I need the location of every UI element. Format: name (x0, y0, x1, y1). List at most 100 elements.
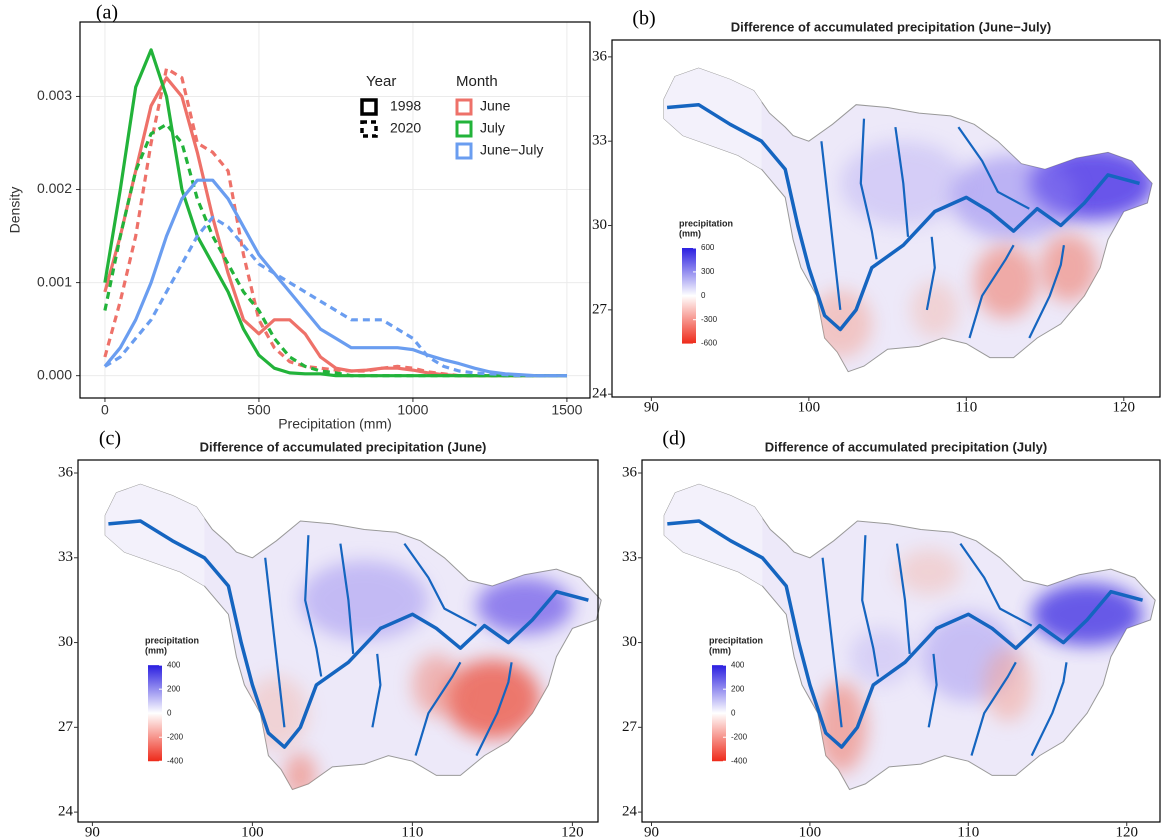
y-tick-label: 30 (58, 634, 73, 650)
y-tick-label: 0.001 (37, 273, 72, 289)
colorbar-label: -200 (167, 732, 184, 741)
river (1028, 245, 1065, 339)
river (894, 126, 910, 237)
x-tick-label: 100 (799, 824, 822, 838)
precip-blob (911, 281, 959, 338)
y-tick-label: 24 (58, 804, 74, 820)
y-tick-label: 24 (592, 386, 608, 402)
map-frame (611, 39, 1161, 398)
colorbar-label: 200 (167, 684, 181, 693)
colorbar-title: precipitation (709, 636, 763, 646)
colorbar-label: -400 (731, 756, 748, 765)
map-frame (77, 459, 599, 823)
river (414, 661, 462, 756)
legend-swatch (455, 98, 473, 116)
map-frame (641, 459, 1161, 823)
river (667, 519, 1144, 749)
colorbar (682, 248, 696, 344)
river (475, 662, 513, 757)
colorbar-label: 0 (731, 708, 736, 717)
precip-blob (816, 682, 867, 773)
precip-blob (984, 648, 1032, 722)
y-tick-label: 27 (592, 301, 608, 317)
panel-label: (b) (632, 8, 655, 30)
panel-label: (c) (99, 428, 121, 450)
y-tick-label: 33 (58, 549, 73, 565)
river (925, 236, 936, 311)
colorbar (148, 665, 162, 762)
colorbar-label: -400 (167, 756, 184, 765)
x-tick-label: 110 (957, 824, 979, 838)
y-tick-label: 33 (592, 133, 607, 149)
colorbar (712, 665, 726, 762)
x-tick-label: 100 (798, 399, 821, 415)
colorbar-label: 600 (701, 243, 715, 252)
river (820, 141, 842, 311)
x-tick-label: 90 (85, 824, 100, 838)
x-tick-label: 90 (644, 824, 659, 838)
x-tick-label: 120 (561, 824, 584, 838)
river (304, 535, 323, 677)
river (861, 535, 880, 677)
basin (663, 483, 1156, 791)
colorbar-title: (mm) (145, 646, 167, 656)
colorbar-label: 400 (731, 660, 745, 669)
density-line (103, 178, 567, 378)
panel-label: (d) (662, 428, 685, 450)
precip-blob (1031, 583, 1143, 646)
legend-swatch (455, 120, 473, 138)
x-tick-label: 0 (101, 402, 109, 418)
colorbar-title: precipitation (679, 218, 733, 228)
colorbar-label: -600 (701, 339, 718, 348)
precip-blob (412, 653, 461, 717)
river (371, 653, 382, 728)
y-tick-label: 0.002 (37, 180, 72, 196)
map-title: Difference of accumulated precipitation … (731, 19, 1051, 34)
river (927, 653, 938, 728)
map-title: Difference of accumulated precipitation … (765, 439, 1047, 454)
colorbar-label: 400 (167, 660, 181, 669)
colorbar-label: -300 (701, 315, 718, 324)
river (968, 244, 1015, 339)
y-tick-label: 36 (622, 464, 638, 480)
river (970, 661, 1017, 756)
y-tick-label: 36 (592, 48, 608, 64)
river (264, 557, 286, 728)
colorbar-title: (mm) (679, 228, 701, 238)
y-tick-label: 0.000 (37, 366, 72, 382)
x-tick-label: 500 (247, 402, 271, 418)
legend-label: 1998 (390, 98, 421, 114)
x-tick-label: 110 (401, 824, 423, 838)
plot-frame (79, 21, 591, 399)
legend-title: Year (366, 73, 396, 90)
river (959, 542, 1033, 627)
panel-label: (a) (96, 2, 118, 24)
legend-swatch (455, 142, 473, 160)
colorbar-label: 200 (731, 684, 745, 693)
y-tick-label: 24 (622, 804, 638, 820)
y-tick-label: 30 (592, 217, 607, 233)
legend-label: July (480, 120, 505, 136)
colorbar-label: -200 (731, 732, 748, 741)
density-line (103, 48, 567, 378)
legend-label: June (480, 98, 511, 114)
precip-blob (300, 560, 429, 640)
precip-blob (849, 628, 913, 685)
legend-swatch (360, 98, 378, 116)
river (108, 519, 589, 749)
y-tick-label: 27 (58, 719, 74, 735)
y-tick-label: 27 (622, 719, 638, 735)
precip-blob (444, 659, 541, 739)
legend-title: Month (456, 73, 498, 90)
precip-blob (897, 549, 961, 595)
colorbar-label: 0 (167, 708, 172, 717)
legend-label: 2020 (390, 120, 421, 136)
x-tick-label: 120 (1115, 824, 1138, 838)
plot-area (80, 22, 590, 398)
precip-blob (950, 155, 1077, 240)
colorbar-title: (mm) (709, 646, 731, 656)
river (859, 118, 878, 260)
precip-blob (974, 245, 1038, 319)
colorbar-label: 0 (701, 291, 706, 300)
